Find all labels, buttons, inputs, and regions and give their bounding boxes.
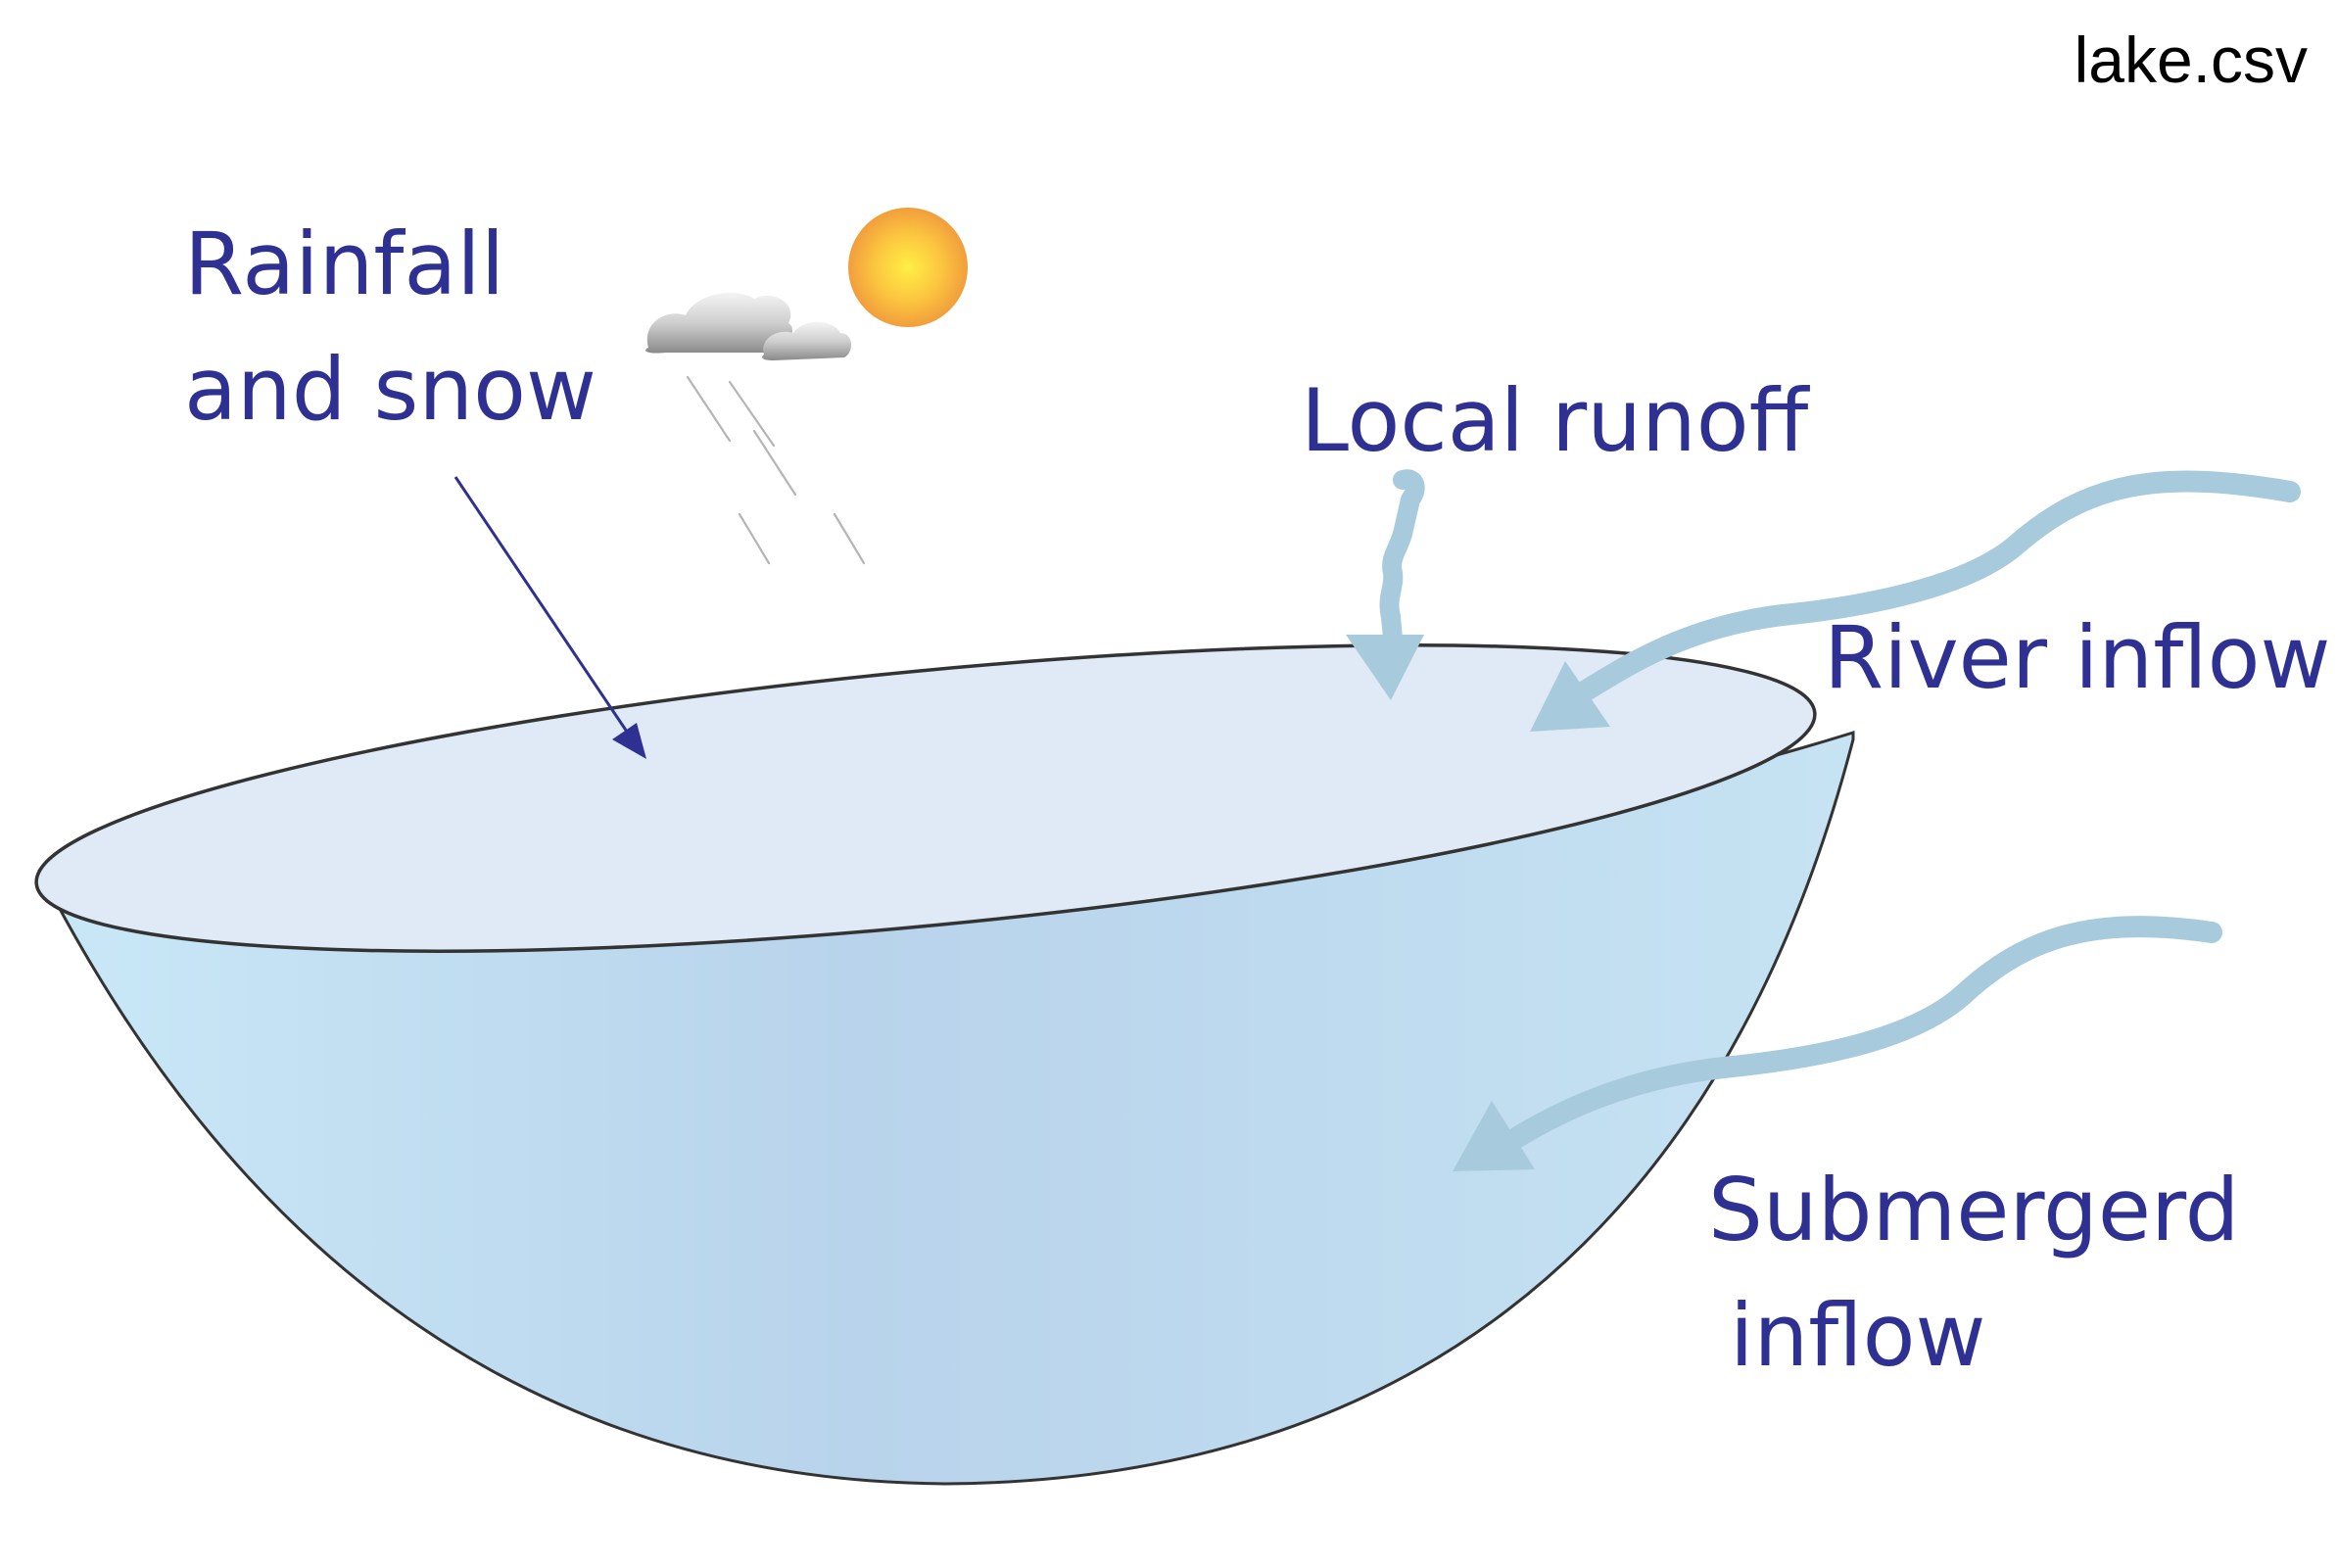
river-inflow-arrow [1530,470,2301,732]
rain-streaks [686,375,866,565]
rainfall-and-snow-label: Rainfall and snow [184,202,596,451]
local-runoff-label: Local runoff [1301,370,1809,471]
submerged-inflow-arrow [1453,916,2222,1171]
rainfall-label-line1: Rainfall [184,214,505,314]
local-runoff-arrow [1346,469,1425,700]
sun-icon [848,208,968,327]
submerged-label-line1: Submergerd [1708,1160,2240,1260]
cloud-icon [645,292,852,360]
file-name-label: lake.csv [2074,24,2308,96]
submerged-inflow-label: Submergerd inflow [1708,1148,2239,1398]
river-inflow-label: River inflow [1824,607,2331,708]
lake-surface [34,643,1817,953]
rainfall-label-line2: and snow [184,338,596,440]
submerged-label-line2: inflow [1730,1284,1986,1386]
rainfall-arrow [453,476,646,759]
